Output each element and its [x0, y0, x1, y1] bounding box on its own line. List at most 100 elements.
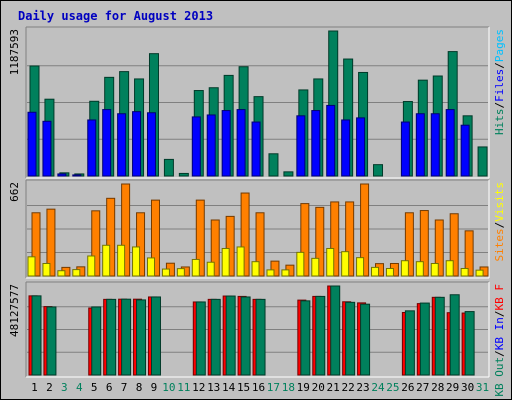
day-label-29: 29 — [446, 381, 459, 394]
day-label-11: 11 — [177, 381, 190, 394]
chart-title: Daily usage for August 2013 — [18, 9, 213, 23]
day-label-27: 27 — [416, 381, 429, 394]
bar-files-day-26 — [400, 121, 410, 177]
legend-entry: Pages — [493, 29, 506, 62]
day-label-31: 31 — [476, 381, 489, 394]
day-label-26: 26 — [401, 381, 414, 394]
legend-entry: / — [493, 62, 506, 69]
day-label-15: 15 — [237, 381, 250, 394]
panel-max-label: 662 — [8, 182, 21, 202]
bar-sites-day-2 — [46, 208, 56, 277]
bar-visits-day-4 — [72, 269, 81, 277]
bar-visits-day-19 — [296, 251, 305, 277]
bar-visits-day-23 — [356, 257, 365, 277]
panel-legend: Hits/Files/Pages — [493, 29, 506, 135]
day-label-3: 3 — [61, 381, 68, 394]
day-label-6: 6 — [106, 381, 113, 394]
bar-kb-out-day-2 — [46, 306, 57, 376]
bar-sites-day-9 — [150, 199, 160, 277]
bar-visits-day-27 — [415, 261, 424, 277]
legend-entry: / — [493, 222, 506, 229]
day-label-16: 16 — [252, 381, 265, 394]
bar-kb-out-day-8 — [136, 299, 147, 376]
bar-files-day-2 — [42, 120, 52, 177]
bar-kb-out-day-5 — [91, 306, 102, 376]
day-label-2: 2 — [46, 381, 53, 394]
day-label-21: 21 — [327, 381, 340, 394]
bar-sites-day-21 — [330, 201, 340, 277]
bar-hits-day-11 — [178, 172, 189, 177]
day-label-24: 24 — [371, 381, 385, 394]
bar-kb-out-day-27 — [419, 302, 430, 376]
day-label-10: 10 — [162, 381, 175, 394]
bar-kb-out-day-9 — [150, 296, 161, 376]
panel-legend: Sites/Visits — [493, 182, 506, 262]
bar-visits-day-20 — [311, 257, 320, 277]
day-label-14: 14 — [222, 381, 236, 394]
bar-sites-day-30 — [464, 230, 474, 277]
panel-max-label: 48127577 — [8, 284, 21, 337]
bar-visits-day-15 — [236, 246, 245, 277]
bar-files-day-6 — [102, 109, 112, 177]
bar-kb-out-day-7 — [121, 298, 132, 376]
bar-kb-out-day-13 — [210, 298, 221, 376]
day-label-22: 22 — [341, 381, 354, 394]
bar-sites-day-27 — [419, 210, 429, 277]
bar-visits-day-29 — [445, 260, 454, 277]
legend-entry: / — [493, 102, 506, 109]
bar-files-day-7 — [117, 113, 127, 177]
bar-files-day-13 — [206, 114, 216, 177]
bar-files-day-9 — [146, 112, 156, 177]
bar-kb-out-day-14 — [225, 295, 236, 376]
legend-entry: / — [493, 311, 506, 318]
panel-visits-sites: 662 Sites/Visits — [8, 179, 506, 279]
bar-kb-out-day-16 — [255, 298, 266, 376]
bar-files-day-12 — [191, 116, 201, 177]
bar-visits-day-22 — [341, 251, 350, 277]
day-label-12: 12 — [192, 381, 205, 394]
bar-sites-day-8 — [136, 212, 146, 277]
bar-kb-out-day-26 — [404, 310, 415, 376]
day-label-9: 9 — [151, 381, 158, 394]
bar-visits-day-12 — [191, 258, 200, 277]
bar-visits-day-11 — [176, 268, 185, 277]
bar-files-day-16 — [251, 121, 261, 177]
bar-hits-day-24 — [373, 164, 384, 177]
bar-files-day-30 — [460, 124, 470, 177]
bar-files-day-23 — [356, 117, 366, 177]
legend-entry: KB F — [493, 284, 506, 311]
bar-hits-day-10 — [163, 158, 174, 177]
bar-sites-day-19 — [300, 203, 310, 277]
bar-visits-day-5 — [87, 255, 96, 277]
bar-hits-day-31 — [477, 146, 488, 177]
bar-sites-day-7 — [121, 183, 131, 277]
bar-sites-day-20 — [315, 206, 325, 277]
bar-files-day-14 — [221, 110, 231, 177]
bar-files-day-5 — [87, 119, 97, 177]
bar-sites-day-22 — [345, 201, 355, 277]
bar-kb-out-day-29 — [449, 294, 460, 376]
bar-visits-day-21 — [326, 247, 335, 277]
bar-files-day-8 — [132, 111, 142, 177]
bar-kb-out-day-1 — [31, 295, 42, 376]
day-label-5: 5 — [91, 381, 98, 394]
bar-sites-day-6 — [106, 197, 116, 277]
legend-entry: Hits — [493, 109, 506, 136]
bar-sites-day-29 — [449, 213, 459, 277]
bar-sites-day-5 — [91, 210, 101, 277]
bar-sites-day-12 — [195, 199, 205, 277]
bar-files-day-19 — [296, 115, 306, 177]
bar-hits-day-18 — [283, 171, 294, 177]
bar-kb-out-day-28 — [434, 296, 445, 376]
bar-hits-day-17 — [268, 153, 279, 177]
panel-max-label: 1187593 — [8, 29, 21, 75]
day-label-18: 18 — [282, 381, 295, 394]
panel-hits-files-pages: 1187593 Hits/Files/Pages — [8, 26, 506, 179]
bar-visits-day-1 — [27, 256, 36, 277]
bar-files-day-20 — [311, 110, 321, 177]
chart-panels: 1187593 Hits/Files/Pages 662 Sites/Visits 48… — [8, 26, 506, 397]
bar-visits-day-30 — [460, 267, 469, 277]
bar-sites-day-15 — [240, 192, 250, 277]
